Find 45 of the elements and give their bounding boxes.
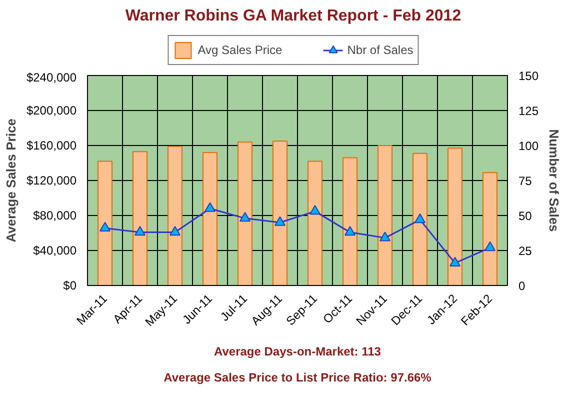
y2-axis-title: Number of Sales [546, 129, 562, 232]
y-tick-label: $160,000 [26, 138, 77, 152]
point [274, 216, 286, 226]
y2-tick-label: 75 [518, 174, 532, 188]
y-tick-label: $40,000 [33, 244, 77, 258]
point [344, 226, 356, 236]
bar [168, 146, 182, 286]
bar [482, 172, 498, 286]
y-tick-label: $0 [63, 278, 77, 292]
point [310, 205, 320, 215]
y2-tick-label: 25 [518, 244, 532, 258]
bar [202, 152, 218, 286]
point [134, 226, 146, 236]
legend-label: Nbr of Sales [347, 42, 414, 56]
bar [238, 142, 252, 286]
legend-label: Avg Sales Price [198, 42, 282, 56]
point [380, 232, 390, 242]
y-tick-label: $80,000 [33, 208, 77, 222]
y2-tick-label: 100 [518, 139, 539, 153]
point [100, 222, 110, 232]
bar [412, 152, 428, 286]
bar [448, 148, 462, 286]
y2-tick-label: 150 [518, 69, 539, 83]
bar [98, 160, 112, 286]
point [240, 212, 250, 222]
point [450, 256, 460, 266]
bar [342, 157, 358, 286]
point [170, 226, 180, 236]
text: Average Days-on-Market: 113 [214, 344, 382, 358]
y2-tick-label: 0 [518, 279, 526, 293]
point [484, 241, 496, 252]
bar [132, 151, 148, 286]
y-tick-label: $200,000 [26, 104, 77, 118]
bar [272, 140, 288, 286]
point [204, 202, 216, 212]
y2-tick-label: 125 [518, 104, 539, 118]
y2-tick-label: 50 [518, 209, 532, 223]
y-tick-label: $120,000 [26, 174, 77, 188]
bar [378, 145, 392, 286]
y-axis-title: Average Sales Price [3, 118, 18, 242]
y-tick-label: $240,000 [26, 70, 77, 84]
text: Average Sales Price to List Price Ratio: 97.66% [164, 370, 432, 384]
bar [308, 160, 322, 286]
point [414, 213, 426, 224]
chart-title: Warner Robins GA Market Report - Feb 2012 [125, 8, 462, 24]
